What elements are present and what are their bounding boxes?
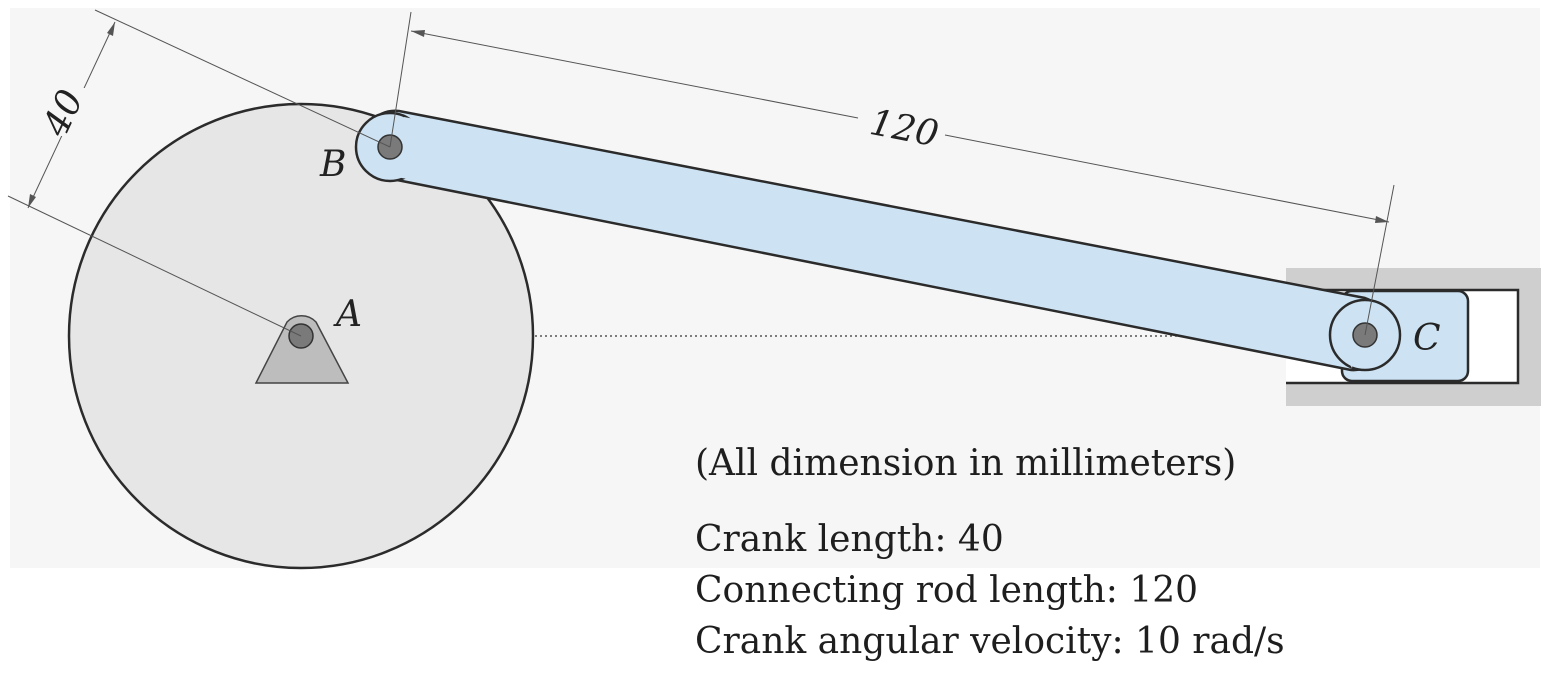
rod-dimension (389, 11, 1395, 336)
point-label-a: A (333, 294, 362, 335)
specifications-text: (All dimension in millimeters) Crank len… (695, 438, 1285, 667)
angular-velocity-text: Crank angular velocity: 10 rad/s (695, 621, 1285, 662)
units-note: (All dimension in millimeters) (695, 443, 1237, 484)
crank-length-text: Crank length: 40 (695, 519, 1004, 560)
point-label-c: C (1413, 318, 1441, 359)
ground-support-a (254, 315, 350, 384)
rod-length-text: Connecting rod length: 120 (695, 570, 1199, 611)
point-label-b: B (319, 144, 346, 185)
